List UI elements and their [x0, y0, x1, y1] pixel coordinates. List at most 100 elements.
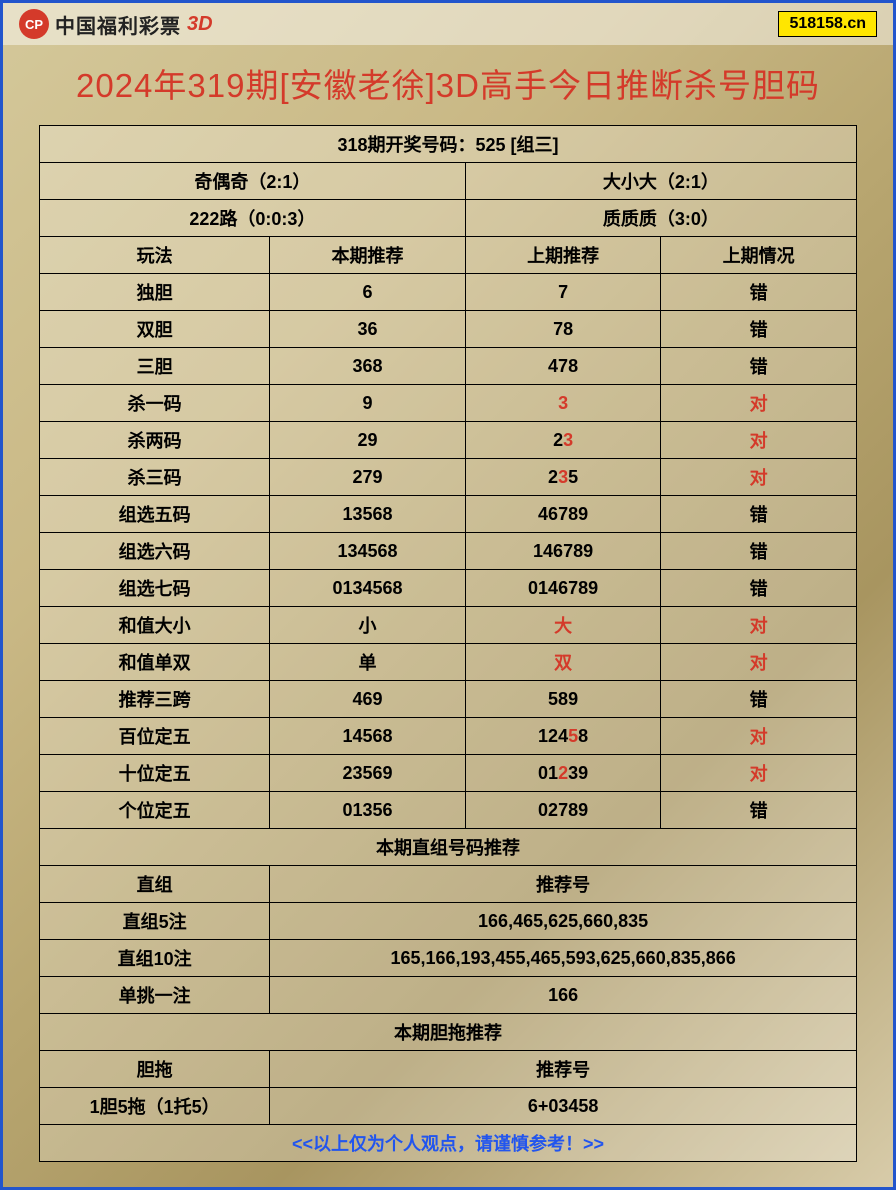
zhizu-header: 本期直组号码推荐: [40, 829, 857, 866]
table-row: 个位定五0135602789错: [40, 792, 857, 829]
cell-prev: 7: [465, 274, 661, 311]
cell-result: 错: [661, 681, 857, 718]
cell-result: 错: [661, 570, 857, 607]
logo-text: 中国福利彩票: [55, 10, 181, 39]
cell-prev: 双: [465, 644, 661, 681]
cell-result: 错: [661, 274, 857, 311]
cell-play: 杀三码: [40, 459, 270, 496]
cell-curr: 13568: [270, 496, 466, 533]
dantuo-header: 本期胆拖推荐: [40, 1014, 857, 1051]
cell-result: 错: [661, 533, 857, 570]
summary-prime: 质质质（3:0）: [465, 200, 856, 237]
cell-val: 166: [270, 977, 857, 1014]
col-result: 上期情况: [661, 237, 857, 274]
cell-play: 双胆: [40, 311, 270, 348]
cell-result: 错: [661, 311, 857, 348]
cell-name: 1胆5拖（1托5）: [40, 1088, 270, 1125]
cell-curr: 9: [270, 385, 466, 422]
table-row: 三胆368478错: [40, 348, 857, 385]
table-row: 直组10注165,166,193,455,465,593,625,660,835…: [40, 940, 857, 977]
summary-route: 222路（0:0:3）: [40, 200, 466, 237]
table-row: 单挑一注166: [40, 977, 857, 1014]
cell-curr: 6: [270, 274, 466, 311]
cell-result: 对: [661, 459, 857, 496]
header-bar: CP 中国福利彩票 3D 518158.cn: [3, 3, 893, 45]
cell-play: 个位定五: [40, 792, 270, 829]
cell-curr: 01356: [270, 792, 466, 829]
cell-result: 对: [661, 385, 857, 422]
cell-prev: 大: [465, 607, 661, 644]
cell-prev: 0146789: [465, 570, 661, 607]
cell-result: 对: [661, 644, 857, 681]
draw-result: 318期开奖号码：525 [组三]: [40, 126, 857, 163]
cell-result: 错: [661, 792, 857, 829]
table-row: 独胆67错: [40, 274, 857, 311]
dantuo-col2: 推荐号: [270, 1051, 857, 1088]
cell-curr: 368: [270, 348, 466, 385]
cell-prev: 01239: [465, 755, 661, 792]
cell-play: 和值单双: [40, 644, 270, 681]
col-prev: 上期推荐: [465, 237, 661, 274]
cell-curr: 469: [270, 681, 466, 718]
table-row: 直组5注166,465,625,660,835: [40, 903, 857, 940]
table-row: 推荐三跨469589错: [40, 681, 857, 718]
cell-val: 166,465,625,660,835: [270, 903, 857, 940]
disclaimer: <<以上仅为个人观点，请谨慎参考！>>: [40, 1125, 857, 1162]
table-row: 杀三码279235对: [40, 459, 857, 496]
cell-prev: 46789: [465, 496, 661, 533]
lottery-table: 318期开奖号码：525 [组三] 奇偶奇（2:1） 大小大（2:1） 222路…: [39, 125, 857, 1162]
cell-play: 独胆: [40, 274, 270, 311]
cell-prev: 589: [465, 681, 661, 718]
cell-prev: 3: [465, 385, 661, 422]
cell-result: 对: [661, 755, 857, 792]
table-row: 十位定五2356901239对: [40, 755, 857, 792]
cell-curr: 14568: [270, 718, 466, 755]
cell-play: 杀两码: [40, 422, 270, 459]
summary-big-small: 大小大（2:1）: [465, 163, 856, 200]
table-row: 和值单双单双对: [40, 644, 857, 681]
table-row: 组选七码01345680146789错: [40, 570, 857, 607]
site-badge: 518158.cn: [778, 11, 877, 37]
logo-group: CP 中国福利彩票 3D: [19, 9, 213, 39]
lottery-logo-icon: CP: [19, 9, 49, 39]
cell-prev: 146789: [465, 533, 661, 570]
cell-prev: 478: [465, 348, 661, 385]
table-row: 组选五码1356846789错: [40, 496, 857, 533]
table-row: 组选六码134568146789错: [40, 533, 857, 570]
table-row: 杀两码2923对: [40, 422, 857, 459]
cell-play: 百位定五: [40, 718, 270, 755]
page-title: 2024年319期[安徽老徐]3D高手今日推断杀号胆码: [3, 45, 893, 125]
col-play: 玩法: [40, 237, 270, 274]
cell-curr: 0134568: [270, 570, 466, 607]
column-header-row: 玩法 本期推荐 上期推荐 上期情况: [40, 237, 857, 274]
table-row: 1胆5拖（1托5）6+03458: [40, 1088, 857, 1125]
table-row: 杀一码93对: [40, 385, 857, 422]
cell-play: 组选五码: [40, 496, 270, 533]
summary-odd-even: 奇偶奇（2:1）: [40, 163, 466, 200]
col-curr: 本期推荐: [270, 237, 466, 274]
cell-curr: 23569: [270, 755, 466, 792]
cell-play: 组选六码: [40, 533, 270, 570]
cell-prev: 12458: [465, 718, 661, 755]
cell-curr: 134568: [270, 533, 466, 570]
cell-result: 对: [661, 422, 857, 459]
cell-play: 三胆: [40, 348, 270, 385]
cell-name: 单挑一注: [40, 977, 270, 1014]
zhizu-col2: 推荐号: [270, 866, 857, 903]
cell-play: 杀一码: [40, 385, 270, 422]
cell-name: 直组5注: [40, 903, 270, 940]
cell-play: 组选七码: [40, 570, 270, 607]
cell-curr: 小: [270, 607, 466, 644]
logo-suffix: 3D: [187, 13, 213, 36]
dantuo-col1: 胆拖: [40, 1051, 270, 1088]
cell-curr: 279: [270, 459, 466, 496]
cell-result: 错: [661, 348, 857, 385]
table-row: 和值大小小大对: [40, 607, 857, 644]
cell-curr: 36: [270, 311, 466, 348]
cell-result: 对: [661, 718, 857, 755]
cell-val: 165,166,193,455,465,593,625,660,835,866: [270, 940, 857, 977]
cell-prev: 78: [465, 311, 661, 348]
cell-prev: 02789: [465, 792, 661, 829]
cell-prev: 23: [465, 422, 661, 459]
cell-play: 十位定五: [40, 755, 270, 792]
